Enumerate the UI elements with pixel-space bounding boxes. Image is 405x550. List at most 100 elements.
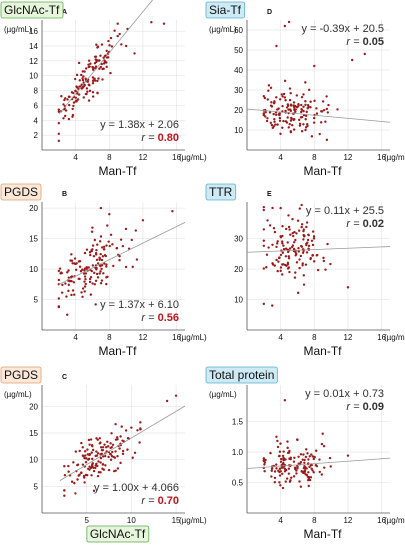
data-point (278, 474, 282, 477)
data-point (269, 451, 272, 455)
data-point (306, 122, 309, 126)
x-tick-label: 10 (127, 516, 136, 525)
x-tick-label: 8 (312, 516, 317, 525)
data-point (76, 98, 80, 101)
data-point (302, 453, 305, 456)
data-point (277, 260, 280, 263)
data-point (124, 429, 128, 432)
data-point (134, 229, 138, 232)
regression-equation: y = 1.37x + 6.10 (100, 299, 179, 311)
data-point (273, 476, 277, 480)
data-point (308, 465, 311, 469)
data-point (83, 290, 86, 293)
data-point (74, 89, 77, 92)
y-unit: (µg/mL) (4, 390, 32, 399)
data-point (262, 205, 266, 209)
data-point (266, 219, 269, 222)
data-point (73, 293, 76, 296)
data-point (70, 259, 74, 262)
data-point (87, 266, 90, 269)
x-tick-label: 12 (138, 153, 147, 162)
data-point (60, 95, 63, 98)
data-point (287, 472, 291, 475)
data-point (298, 480, 301, 483)
data-point (131, 265, 134, 269)
data-point (114, 422, 117, 426)
correlation-value: 0.70 (158, 495, 179, 507)
data-point (275, 245, 278, 249)
data-point (297, 250, 300, 253)
data-point (57, 121, 61, 125)
data-point (287, 467, 291, 470)
data-point (305, 251, 309, 254)
data-point (286, 103, 290, 106)
data-point (306, 475, 310, 479)
data-point (262, 457, 266, 460)
data-point (305, 467, 308, 470)
correlation-label: r = (346, 401, 360, 413)
data-point (102, 272, 105, 275)
data-point (80, 87, 83, 90)
data-point (287, 214, 290, 217)
x-axis-title: Man-Tf (98, 164, 137, 178)
y-axis-title: TTR (209, 185, 233, 199)
x-tick-label: 8 (312, 333, 317, 342)
data-point (296, 464, 299, 468)
data-point (321, 100, 325, 103)
data-point (101, 463, 105, 466)
data-point (287, 257, 291, 260)
data-point (272, 227, 276, 230)
data-point (276, 269, 279, 273)
x-unit: (µg/mL) (384, 153, 405, 162)
data-point (83, 450, 87, 453)
data-point (111, 443, 115, 447)
data-point (76, 86, 79, 89)
data-point (288, 228, 291, 231)
data-point (282, 450, 285, 453)
data-point (103, 454, 107, 458)
data-point (321, 432, 324, 435)
data-point (90, 249, 93, 253)
y-tick-label: 6 (34, 101, 39, 110)
x-unit: (µg/mL) (384, 333, 405, 342)
data-point (105, 244, 108, 247)
y-unit: (µg/mL) (4, 25, 32, 34)
data-point (74, 450, 78, 453)
data-point (58, 267, 62, 270)
y-tick-label: 10 (29, 456, 38, 465)
data-point (94, 65, 98, 68)
data-point (114, 438, 118, 441)
data-point (300, 95, 304, 99)
regression-line (59, 405, 186, 481)
data-point (93, 62, 97, 65)
data-point (288, 247, 292, 250)
data-point (262, 228, 266, 231)
y-tick-label: 40 (234, 66, 243, 75)
data-point (310, 239, 314, 243)
data-point (107, 39, 110, 43)
data-point (309, 464, 313, 467)
data-point (292, 475, 296, 478)
data-point (278, 481, 281, 484)
data-point (96, 452, 100, 455)
data-point (99, 252, 102, 256)
x-axis-title: Man-Tf (98, 344, 137, 358)
data-point (63, 465, 66, 468)
data-point (84, 461, 88, 464)
data-point (67, 464, 70, 468)
y-tick-label: 50 (234, 46, 243, 55)
data-point (325, 138, 329, 142)
x-unit: (µg/mL) (179, 516, 207, 525)
data-point (322, 256, 325, 260)
data-point (294, 108, 297, 111)
x-tick-label: 15 (172, 516, 181, 525)
data-point (93, 238, 97, 242)
data-point (99, 206, 103, 210)
data-point (88, 89, 92, 93)
data-point (77, 61, 81, 65)
data-point (96, 91, 99, 95)
data-point (110, 45, 114, 48)
data-point (124, 265, 128, 269)
data-point (262, 112, 266, 115)
data-point (126, 437, 130, 440)
